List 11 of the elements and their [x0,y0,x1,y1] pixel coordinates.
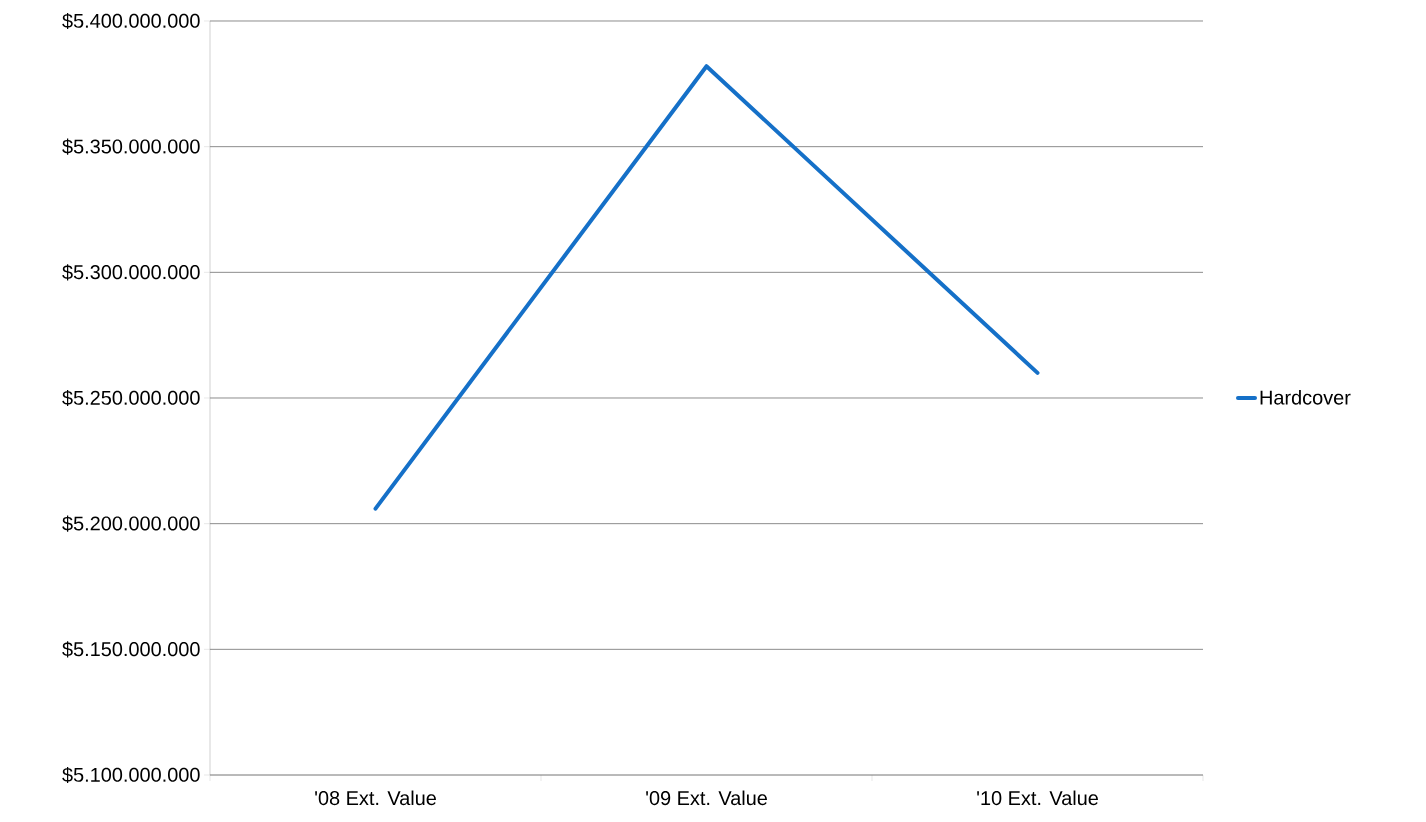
y-tick-label: $5.100.000.000 [62,766,200,784]
x-tick-label: '08 Ext. Value [315,790,436,806]
x-tick-label: '09 Ext. Value [646,790,767,806]
y-tick-label: $5.150.000.000 [62,641,200,658]
y-tick-label: $5.400.000.000 [62,12,200,30]
y-tick-label: $5.350.000.000 [62,138,200,155]
y-tick-label: $5.200.000.000 [62,515,200,532]
y-tick-label: $5.250.000.000 [62,389,200,407]
x-tick-label: '10 Ext. Value [977,790,1098,806]
y-tick-label: $5.300.000.000 [62,264,200,281]
legend-label: Hardcover [1260,390,1351,405]
